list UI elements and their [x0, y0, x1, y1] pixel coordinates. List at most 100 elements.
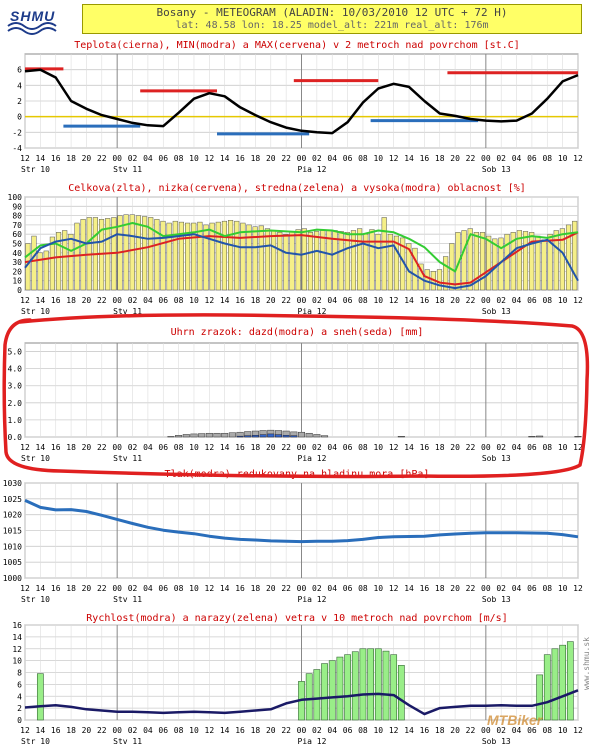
- cloud-title: Celkova(zlta), nizka(cervena), stredna(z…: [68, 183, 526, 194]
- cloud-total-bar: [49, 236, 55, 291]
- wind-x-tick-label: 14: [36, 726, 46, 735]
- pressure-x-tick-label: 10: [189, 584, 199, 593]
- pressure-x-tick-label: 12: [205, 584, 215, 593]
- cloud-x-tick-label: 04: [512, 296, 522, 305]
- pressure-x-tick-label: 02: [496, 584, 506, 593]
- temperature-x-tick-label: 08: [358, 154, 368, 163]
- cloud-x-tick-label: 10: [189, 296, 199, 305]
- precip-y-tick-label: 0.0: [8, 433, 23, 442]
- temperature-day-label: Str 10: [21, 165, 50, 174]
- wind-gust-bar: [321, 663, 328, 721]
- cloud-total-bar: [215, 221, 221, 291]
- cloud-x-tick-label: 22: [97, 296, 107, 305]
- precip-snow-bar: [182, 434, 190, 438]
- cloud-y-tick-label: 60: [12, 230, 22, 239]
- precip-snow-bar: [528, 436, 536, 438]
- pressure-y-tick-label: 1015: [3, 527, 22, 536]
- temperature-x-tick-label: 04: [143, 154, 153, 163]
- cloud-total-bar: [62, 230, 68, 291]
- wind-y-tick-label: 6: [17, 680, 22, 689]
- precip-x-tick-label: 06: [343, 443, 353, 452]
- wind-x-tick-label: 12: [20, 726, 30, 735]
- wind-gust-bar: [336, 656, 344, 721]
- precip-x-tick-label: 12: [205, 443, 215, 452]
- cloud-total-bar: [541, 239, 547, 291]
- precip-rain-bar: [274, 434, 282, 438]
- wind-x-tick-label: 14: [404, 726, 414, 735]
- cloud-total-bar: [449, 243, 455, 291]
- pressure-title: Tlak(modra) redukovany na hladinu mora […: [164, 469, 430, 480]
- temperature-x-tick-label: 18: [251, 154, 261, 163]
- temperature-x-tick-label: 06: [527, 154, 537, 163]
- precip-x-tick-label: 18: [435, 443, 445, 452]
- cloud-total-bar: [307, 232, 314, 291]
- precip-snow-bar: [297, 431, 306, 438]
- cloud-x-tick-label: 16: [235, 296, 245, 305]
- cloud-total-bar: [209, 222, 215, 291]
- cloud-x-tick-label: 18: [251, 296, 261, 305]
- precip-x-tick-label: 16: [235, 443, 245, 452]
- temperature-x-tick-label: 00: [481, 154, 491, 163]
- pressure-x-tick-label: 10: [373, 584, 383, 593]
- precip-snow-bar: [190, 433, 198, 438]
- wind-x-tick-label: 04: [143, 726, 153, 735]
- pressure-x-tick-label: 16: [235, 584, 245, 593]
- cloud-x-tick-label: 06: [158, 296, 168, 305]
- cloud-total-bar: [141, 216, 148, 291]
- cloud-total-bar: [516, 230, 522, 291]
- cloud-total-bar: [228, 220, 234, 291]
- precip-snow-bar: [167, 436, 175, 438]
- precip-x-tick-label: 14: [36, 443, 46, 452]
- wind-x-tick-label: 16: [51, 726, 61, 735]
- pressure-x-tick-label: 02: [312, 584, 322, 593]
- temperature-x-tick-label: 08: [542, 154, 552, 163]
- cloud-total-bar: [43, 250, 49, 291]
- cloud-total-bar: [529, 232, 535, 291]
- cloud-x-tick-label: 00: [481, 296, 491, 305]
- cloud-total-bar: [271, 230, 277, 291]
- cloud-total-bar: [234, 220, 240, 291]
- wind-gust-bar: [367, 648, 374, 721]
- cloud-x-tick-label: 18: [66, 296, 76, 305]
- cloud-total-bar: [436, 269, 443, 291]
- cloud-total-bar: [320, 230, 326, 291]
- temperature-x-tick-label: 06: [343, 154, 353, 163]
- pressure-x-tick-label: 18: [251, 584, 261, 593]
- cloud-y-tick-label: 100: [8, 193, 23, 202]
- temperature-x-tick-label: 12: [20, 154, 30, 163]
- wind-x-tick-label: 10: [373, 726, 383, 735]
- cloud-total-bar: [31, 235, 37, 291]
- cloud-total-bar: [344, 232, 350, 291]
- wind-x-tick-label: 22: [97, 726, 107, 735]
- wind-x-tick-label: 18: [66, 726, 76, 735]
- wind-x-tick-label: 22: [281, 726, 291, 735]
- precip-x-tick-label: 14: [220, 443, 230, 452]
- cloud-total-bar: [191, 222, 197, 291]
- cloud-y-tick-label: 80: [12, 212, 22, 221]
- pressure-x-tick-label: 10: [558, 584, 568, 593]
- pressure-x-tick-label: 20: [82, 584, 92, 593]
- cloud-total-bar: [553, 230, 559, 291]
- header-subtitle: lat: 48.58 lon: 18.25 model_alt: 221m re…: [175, 20, 489, 31]
- wind-gust-bar: [359, 648, 367, 721]
- cloud-total-bar: [424, 269, 430, 291]
- pressure-x-tick-label: 06: [343, 584, 353, 593]
- precip-y-tick-label: 5.0: [8, 348, 23, 357]
- wind-x-tick-label: 12: [205, 726, 215, 735]
- wind-y-tick-label: 14: [12, 633, 22, 642]
- pressure-x-tick-label: 16: [420, 584, 430, 593]
- cloud-x-tick-label: 18: [435, 296, 445, 305]
- temperature-x-tick-label: 18: [435, 154, 445, 163]
- precip-snow-bar: [221, 432, 229, 438]
- wind-x-tick-label: 16: [420, 726, 430, 735]
- temperature-x-tick-label: 02: [128, 154, 138, 163]
- wind-gust-bar: [397, 665, 405, 721]
- cloud-total-bar: [314, 231, 320, 291]
- pressure-y-tick-label: 1025: [3, 495, 22, 504]
- cloud-vysoka-line: [24, 233, 579, 290]
- cloud-day-label: Pia 12: [298, 307, 327, 316]
- wind-x-tick-label: 20: [266, 726, 276, 735]
- temperature-x-tick-label: 16: [420, 154, 430, 163]
- wind-x-tick-label: 02: [312, 726, 322, 735]
